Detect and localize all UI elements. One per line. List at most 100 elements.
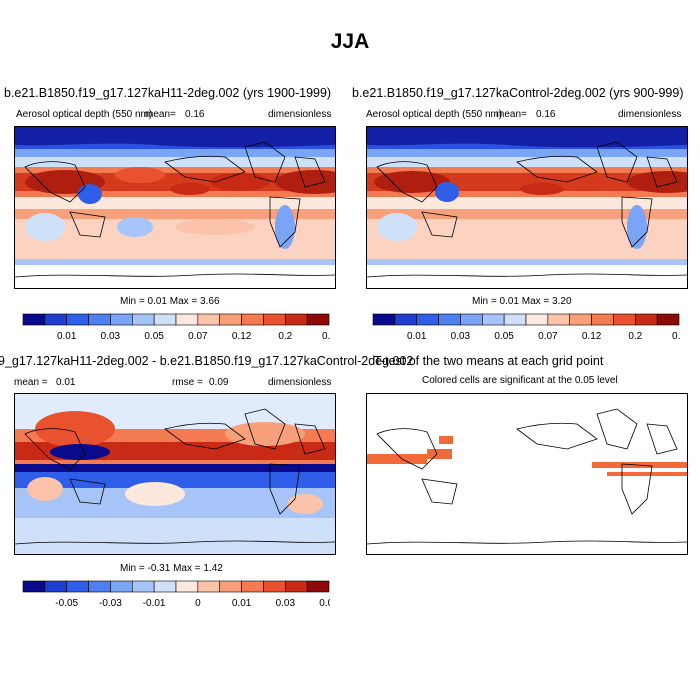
panel2-mean-value: 0.16 <box>536 109 556 120</box>
colorbar-tick-label: 0.05 <box>144 331 164 341</box>
panel2-mean-label: mean= <box>496 109 527 120</box>
colorbar-cell <box>481 313 505 326</box>
colorbar-cell <box>197 580 221 593</box>
panel3-rmse-label: rmse = <box>172 377 203 388</box>
panel1-units: dimensionless <box>268 109 332 120</box>
colorbar-cell <box>110 313 133 326</box>
colorbar-cell <box>110 580 133 593</box>
colorbar-cell <box>175 580 199 593</box>
colorbar-cell <box>175 313 199 326</box>
panel4-map-svg <box>367 394 687 554</box>
panel2-map <box>366 126 688 289</box>
colorbar-tick-label: 0.03 <box>101 331 121 341</box>
panel2-map-svg <box>367 127 687 288</box>
panel3-rmse-value: 0.09 <box>209 377 229 388</box>
colorbar-tick-label: 0.01 <box>232 598 252 608</box>
panel2-units: dimensionless <box>618 109 682 120</box>
colorbar-cell <box>22 580 46 593</box>
colorbar-cell <box>241 313 264 326</box>
colorbar-tick-label: -0.05 <box>55 598 78 608</box>
colorbar-cell <box>44 580 68 593</box>
colorbar-cell <box>153 580 177 593</box>
colorbar-cell <box>219 580 242 593</box>
panel1-stats: Min = 0.01 Max = 3.66 <box>120 296 220 307</box>
sig-cell <box>439 436 453 444</box>
colorbar-cell <box>656 313 680 326</box>
colorbar-cell <box>44 313 68 326</box>
colorbar-tick-label: -0.03 <box>99 598 122 608</box>
panel1-mean-label: mean= <box>145 109 176 120</box>
panel3-map-svg <box>15 394 335 554</box>
colorbar-cell <box>634 313 658 326</box>
panel3-mean-value: 0.01 <box>56 377 76 388</box>
colorbar-cell <box>372 313 396 326</box>
colorbar-cell <box>503 313 527 326</box>
figure-title: JJA <box>330 30 370 53</box>
panel4-map <box>366 393 688 555</box>
colorbar-cell <box>547 313 571 326</box>
colorbar-cell <box>131 313 155 326</box>
colorbar-cell <box>197 313 221 326</box>
colorbar-tick-label: 0.12 <box>582 331 602 341</box>
panel3-title: 9_g17.127kaH11-2deg.002 - b.e21.B1850.f1… <box>0 354 414 368</box>
panel1-map <box>14 126 336 289</box>
panel1-map-svg <box>15 127 335 288</box>
colorbar-cell <box>131 580 155 593</box>
colorbar-cell <box>438 313 461 326</box>
colorbar-tick-label: 0.3 <box>322 331 330 341</box>
colorbar-tick-label: 0.01 <box>407 331 427 341</box>
sig-cell <box>367 454 427 464</box>
panel2-title: b.e21.B1850.f19_g17.127kaControl-2deg.00… <box>352 86 684 100</box>
panel1-mean-value: 0.16 <box>185 109 205 120</box>
panel1-colorbar: 0.01 0.03 0.05 0.07 0.12 0.2 0.3 <box>22 313 330 341</box>
colorbar-cell <box>284 580 308 593</box>
colorbar-tick-label: 0.05 <box>494 331 514 341</box>
colorbar-tick-label: 0.2 <box>628 331 642 341</box>
panel3-mean-label: mean = <box>14 377 48 388</box>
colorbar-cell <box>284 313 308 326</box>
colorbar-cell <box>66 580 89 593</box>
panel2-stats: Min = 0.01 Max = 3.20 <box>472 296 572 307</box>
colorbar-cell <box>153 313 177 326</box>
colorbar-cell <box>306 313 330 326</box>
colorbar-cell <box>460 313 483 326</box>
panel4-title: T-test of the two means at each grid poi… <box>374 354 604 368</box>
colorbar-cell <box>525 313 549 326</box>
sig-cell <box>607 472 687 476</box>
panel2-variable: Aerosol optical depth (550 nm) <box>366 109 503 120</box>
colorbar-cell <box>613 313 636 326</box>
colorbar-tick-label: 0.03 <box>276 598 296 608</box>
colorbar-cell <box>416 313 439 326</box>
colorbar-tick-label: 0.05 <box>319 598 330 608</box>
colorbar-cell <box>88 313 111 326</box>
colorbar-tick-label: -0.01 <box>143 598 166 608</box>
panel1-title: b.e21.B1850.f19_g17.127kaH11-2deg.002 (y… <box>4 86 332 100</box>
colorbar-cell <box>394 313 418 326</box>
colorbar-tick-label: 0.07 <box>188 331 208 341</box>
colorbar-tick-label: 0.01 <box>57 331 77 341</box>
colorbar-cell <box>66 313 89 326</box>
colorbar-tick-label: 0.03 <box>451 331 471 341</box>
panel2-colorbar: 0.01 0.03 0.05 0.07 0.12 0.2 0.3 <box>372 313 680 341</box>
colorbar-tick-label: 0.12 <box>232 331 252 341</box>
colorbar-cell <box>219 313 242 326</box>
colorbar-cell <box>263 580 286 593</box>
colorbar-cell <box>306 580 330 593</box>
colorbar-cell <box>22 313 46 326</box>
colorbar-tick-label: 0 <box>195 598 201 608</box>
panel1-variable: Aerosol optical depth (550 nm) <box>16 109 153 120</box>
panel3-units: dimensionless <box>268 377 332 388</box>
colorbar-tick-label: 0.2 <box>278 331 292 341</box>
sig-cell <box>427 449 452 459</box>
panel3-colorbar: -0.05 -0.03 -0.01 0 0.01 0.03 0.05 <box>22 580 330 608</box>
colorbar-cell <box>591 313 614 326</box>
colorbar-tick-label: 0.07 <box>538 331 558 341</box>
colorbar-cell <box>263 313 286 326</box>
colorbar-tick-label: 0.3 <box>672 331 680 341</box>
panel3-stats: Min = -0.31 Max = 1.42 <box>120 563 223 574</box>
colorbar-cell <box>241 580 264 593</box>
panel3-map <box>14 393 336 555</box>
colorbar-cell <box>569 313 592 326</box>
panel4-subtitle: Colored cells are significant at the 0.0… <box>422 375 618 386</box>
colorbar-cell <box>88 580 111 593</box>
